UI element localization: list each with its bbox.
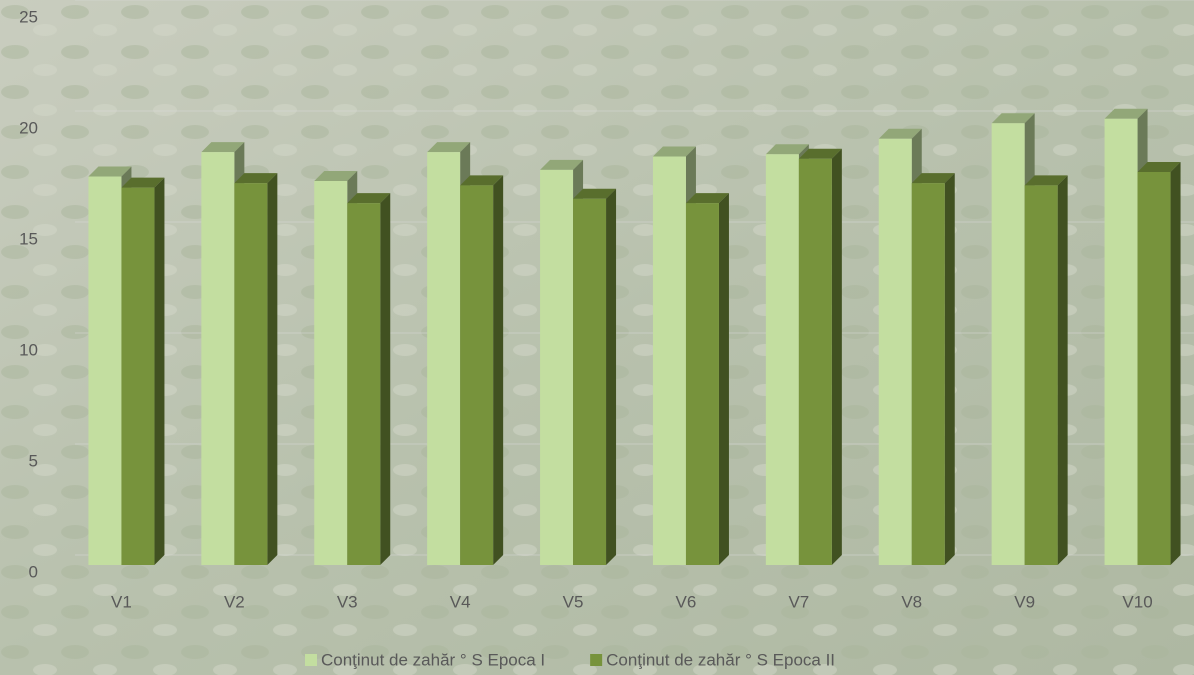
bar-face [573,188,617,199]
bar-face [201,152,235,565]
bar-face [1024,185,1058,565]
bar [1024,175,1068,565]
bar-face [606,188,617,565]
bar [798,148,842,566]
x-tick-label: V10 [1122,592,1152,611]
y-tick-label: 15 [19,229,38,248]
bar [1137,162,1181,565]
bar-face [314,170,358,181]
legend-label: Conţinut de zahăr ° S Epoca I [321,650,545,669]
bar-face [685,203,719,565]
bar-face [1104,108,1148,119]
bar-face [121,187,155,565]
bar-face [652,156,686,565]
bar-face [460,185,494,565]
bar-face [427,152,461,565]
bar-face [540,159,584,170]
legend-swatch [590,654,603,666]
bar-face [88,176,122,565]
bar-face [944,173,955,565]
bar [685,193,729,565]
bar-face [1104,118,1138,565]
bar-face [154,177,165,565]
bar-face [380,193,391,565]
bar [347,193,391,565]
x-tick-label: V1 [111,592,132,611]
x-tick-label: V2 [224,592,245,611]
y-tick-label: 0 [29,562,38,581]
bar-face [798,148,842,159]
x-tick-label: V8 [901,592,922,611]
bar-face [493,175,504,565]
bar [234,173,278,565]
bar-face [314,180,348,565]
bar-face [991,123,1025,565]
x-tick-label: V4 [450,592,471,611]
bar [911,173,955,565]
bar-face [878,138,912,565]
bar-face [765,144,809,155]
bar-face [573,198,607,565]
legend-label: Conţinut de zahăr ° S Epoca II [606,650,835,669]
bar [121,177,165,565]
bar-face [540,169,574,565]
bar-face [911,183,945,565]
bar-face [201,142,245,153]
x-tick-label: V5 [563,592,584,611]
legend-swatch [305,654,317,666]
bar-face [234,183,268,565]
x-tick-label: V3 [337,592,358,611]
bar-face [652,146,696,157]
bar-face [685,193,729,204]
bar-face [765,154,799,566]
x-tick-label: V6 [676,592,697,611]
x-tick-label: V7 [788,592,809,611]
bar-face [347,203,381,565]
bar [460,175,504,565]
bar-face [88,166,132,177]
bar-face [991,113,1035,124]
bar [573,188,617,565]
bar-face [911,173,955,184]
y-tick-label: 25 [19,7,38,26]
bar-face [427,142,471,153]
y-tick-label: 5 [29,451,38,470]
x-tick-label: V9 [1014,592,1035,611]
bar-face [267,173,278,565]
bar-face [1137,162,1181,173]
bar-face [1057,175,1068,565]
bar-face [831,148,842,566]
bar-face [1170,162,1181,565]
bar-face [718,193,729,565]
bar-face [121,177,165,188]
bar-face [234,173,278,184]
y-tick-label: 10 [19,340,38,359]
bar-face [798,158,832,566]
bar-face [1024,175,1068,186]
bar-face [460,175,504,186]
y-tick-label: 20 [19,118,38,137]
bar-face [878,128,922,139]
bar-face [347,193,391,204]
bar-face [1137,172,1171,565]
